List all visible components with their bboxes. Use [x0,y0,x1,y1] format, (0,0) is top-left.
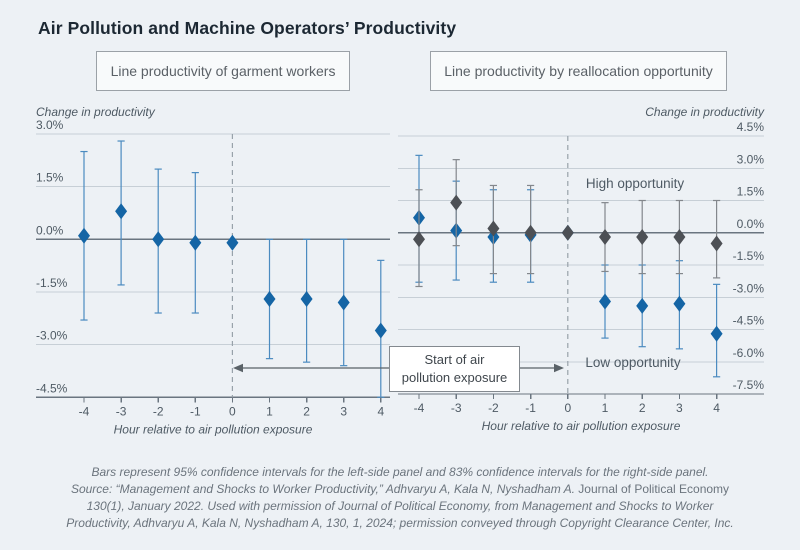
caption: Bars represent 95% confidence intervals … [0,464,800,532]
svg-text:1.5%: 1.5% [36,171,64,185]
svg-text:Hour relative to air pollution: Hour relative to air pollution exposure [114,422,313,436]
panel-header-right: Line productivity by reallocation opport… [430,51,727,91]
svg-text:-4.5%: -4.5% [36,381,68,395]
svg-text:-1: -1 [190,404,201,418]
svg-text:0.0%: 0.0% [737,217,765,231]
svg-text:0.0%: 0.0% [36,223,64,237]
svg-text:-2: -2 [153,404,164,418]
svg-text:3: 3 [340,404,347,418]
caption-journal: Journal of Political Economy [578,482,730,497]
svg-text:4: 4 [713,401,720,415]
low-opportunity-label: Low opportunity [585,355,681,370]
annotation-line1: Start of air [424,352,485,368]
svg-text:3.0%: 3.0% [737,152,765,166]
svg-text:-1: -1 [525,401,536,415]
svg-text:-7.5%: -7.5% [733,378,765,392]
svg-text:-3: -3 [116,404,127,418]
svg-text:3: 3 [676,401,683,415]
svg-text:1: 1 [602,401,609,415]
svg-text:-3.0%: -3.0% [733,281,765,295]
svg-text:4.5%: 4.5% [737,120,765,134]
svg-text:1: 1 [266,404,273,418]
svg-text:-2: -2 [488,401,499,415]
svg-text:-1.5%: -1.5% [36,276,68,290]
exposure-annotation: Start of air pollution exposure [389,346,520,392]
svg-text:0: 0 [229,404,236,418]
figure-title: Air Pollution and Machine Operators’ Pro… [38,18,457,38]
caption-line4: Productivity, Adhvaryu A, Kala N, Nyshad… [66,516,734,531]
high-opportunity-label: High opportunity [586,176,685,191]
svg-text:-4: -4 [414,401,425,415]
svg-text:0: 0 [564,401,571,415]
panel-header-left: Line productivity of garment workers [96,51,350,91]
svg-text:-4: -4 [79,404,90,418]
svg-text:-3: -3 [451,401,462,415]
svg-text:2: 2 [303,404,310,418]
svg-text:3.0%: 3.0% [36,118,64,132]
svg-text:4: 4 [377,404,384,418]
svg-text:-3.0%: -3.0% [36,329,68,343]
caption-line3: 130(1), January 2022. Used with permissi… [86,499,714,514]
svg-text:-1.5%: -1.5% [733,249,765,263]
svg-text:Change in productivity: Change in productivity [645,105,765,119]
svg-text:-4.5%: -4.5% [733,314,765,328]
annotation-line2: pollution exposure [401,370,508,385]
caption-line2: Source: “Management and Shocks to Worker… [70,482,575,497]
svg-text:-6.0%: -6.0% [733,346,765,360]
svg-text:2: 2 [639,401,646,415]
svg-text:Change in productivity: Change in productivity [36,105,156,119]
svg-text:1.5%: 1.5% [737,185,765,199]
svg-text:Hour relative to air pollution: Hour relative to air pollution exposure [482,419,681,433]
caption-line1: Bars represent 95% confidence intervals … [91,465,709,479]
